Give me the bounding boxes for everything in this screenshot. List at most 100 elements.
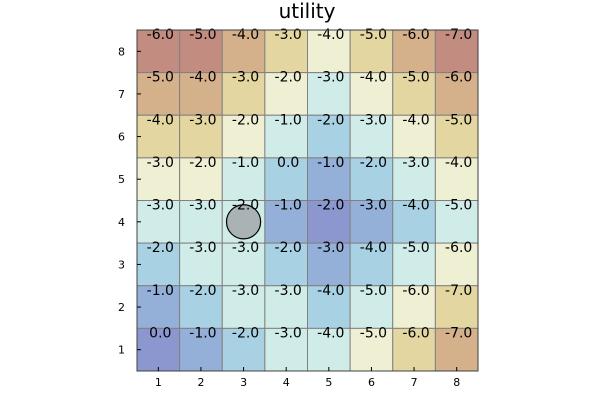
cell-value-label: -3.0 [317, 70, 344, 86]
cell-value-label: -3.0 [189, 112, 216, 128]
cell-value-label: -4.0 [317, 27, 344, 43]
cell-value-label: -3.0 [275, 283, 302, 299]
cell-value-label: -6.0 [445, 240, 472, 256]
cell-value-label: -5.0 [360, 325, 387, 341]
cell-value-label: -4.0 [402, 112, 429, 128]
cell-value-label: -5.0 [445, 198, 472, 214]
cell-value-label: -4.0 [147, 112, 174, 128]
cell-value-label: 0.0 [149, 325, 171, 341]
cell-value-label: -4.0 [317, 283, 344, 299]
heatmap-cell [136, 29, 181, 74]
cell-value-label: -5.0 [360, 283, 387, 299]
x-tick-label: 2 [197, 376, 204, 389]
cell-value-label: -3.0 [147, 155, 174, 171]
heatmap-cell [264, 114, 308, 159]
cell-value-label: -1.0 [275, 112, 302, 128]
x-tick-label: 1 [155, 376, 162, 389]
y-tick-label: 3 [118, 258, 125, 271]
cell-value-label: -1.0 [232, 155, 259, 171]
cell-value-label: -2.0 [317, 112, 344, 128]
cell-value-label: -2.0 [189, 283, 216, 299]
heatmap-cell [392, 242, 436, 287]
heatmap-cell [392, 285, 436, 329]
cell-value-label: -3.0 [275, 27, 302, 43]
cell-value-label: -4.0 [402, 198, 429, 214]
heatmap-cell [307, 157, 351, 201]
heatmap-cell [179, 242, 223, 287]
cell-value-label: -3.0 [189, 240, 216, 256]
heatmap-cell [349, 72, 394, 116]
y-tick-label: 1 [118, 344, 125, 357]
agent-marker-circle [225, 204, 262, 240]
agent-marker [225, 204, 262, 240]
cell-value-label: -6.0 [147, 27, 174, 43]
cell-value-label: -4.0 [317, 325, 344, 341]
cell-value-label: -7.0 [445, 283, 472, 299]
cell-value-label: -6.0 [402, 325, 429, 341]
heatmap-cell [434, 327, 479, 372]
heatmap-cell [179, 285, 223, 329]
x-tick-label: 5 [325, 376, 332, 389]
heatmap-cell [221, 157, 266, 201]
y-tick-label: 2 [118, 301, 125, 314]
cell-value-label: -2.0 [189, 155, 216, 171]
cell-value-label: -5.0 [402, 70, 429, 86]
cell-value-label: -1.0 [189, 325, 216, 341]
heatmap-cell [434, 242, 479, 287]
heatmap-cell [392, 157, 436, 201]
cell-value-label: -3.0 [232, 240, 259, 256]
x-tick-label: 8 [453, 376, 460, 389]
plot-frame [136, 29, 479, 372]
y-tick-label: 4 [118, 216, 125, 229]
chart-title: utility [279, 0, 336, 23]
heatmap-cell [179, 29, 223, 74]
heatmap-cell [179, 72, 223, 116]
cell-value-label: -5.0 [402, 240, 429, 256]
cell-value-label: -6.0 [402, 283, 429, 299]
heatmap-cell [349, 114, 394, 159]
heatmap-cell [307, 327, 351, 372]
cell-value-label: -4.0 [189, 70, 216, 86]
cell-value-label: -3.0 [275, 325, 302, 341]
x-tick-label: 4 [283, 376, 290, 389]
cell-value-label: -1.0 [275, 198, 302, 214]
cell-value-labels: -6.0 -5.0 -4.0 -3.0 -4.0 -5.0 -6.0 -7.0 -5.0 -4.0… [147, 27, 473, 341]
y-tick-label: 8 [118, 45, 125, 58]
cell-value-label: 0.0 [277, 155, 299, 171]
cell-value-label: -1.0 [317, 155, 344, 171]
cell-value-label: -3.0 [232, 283, 259, 299]
cell-value-label: -4.0 [445, 155, 472, 171]
x-tick-label: 3 [240, 376, 247, 389]
cell-value-label: -3.0 [232, 70, 259, 86]
heatmap-cell [392, 114, 436, 159]
heatmap-cell [349, 29, 394, 74]
cell-value-label: -5.0 [189, 27, 216, 43]
cell-value-label: -3.0 [360, 112, 387, 128]
cell-value-label: -7.0 [445, 325, 472, 341]
cell-value-label: -2.0 [360, 155, 387, 171]
y-tick-label: 6 [118, 131, 125, 144]
cell-value-label: -1.0 [147, 283, 174, 299]
heatmap-cell [349, 242, 394, 287]
cell-value-label: -3.0 [360, 198, 387, 214]
cell-value-label: -2.0 [147, 240, 174, 256]
cell-value-label: -5.0 [360, 27, 387, 43]
cell-value-label: -2.0 [317, 198, 344, 214]
heatmap-cell [434, 200, 479, 244]
cell-value-label: -2.0 [232, 112, 259, 128]
y-tick-label: 5 [118, 173, 125, 186]
heatmap-cell [349, 285, 394, 329]
heatmap-cell [264, 157, 308, 201]
heatmap-cell [434, 29, 479, 74]
heatmap-cell [221, 114, 266, 159]
cell-value-label: -5.0 [147, 70, 174, 86]
cell-value-label: -3.0 [317, 240, 344, 256]
cell-value-label: -5.0 [445, 112, 472, 128]
y-tick-label: 7 [118, 88, 125, 101]
heatmap-cell [434, 285, 479, 329]
heatmap-cell [307, 285, 351, 329]
cell-value-label: -3.0 [189, 198, 216, 214]
cell-value-label: -2.0 [275, 240, 302, 256]
cell-value-label: -4.0 [360, 240, 387, 256]
